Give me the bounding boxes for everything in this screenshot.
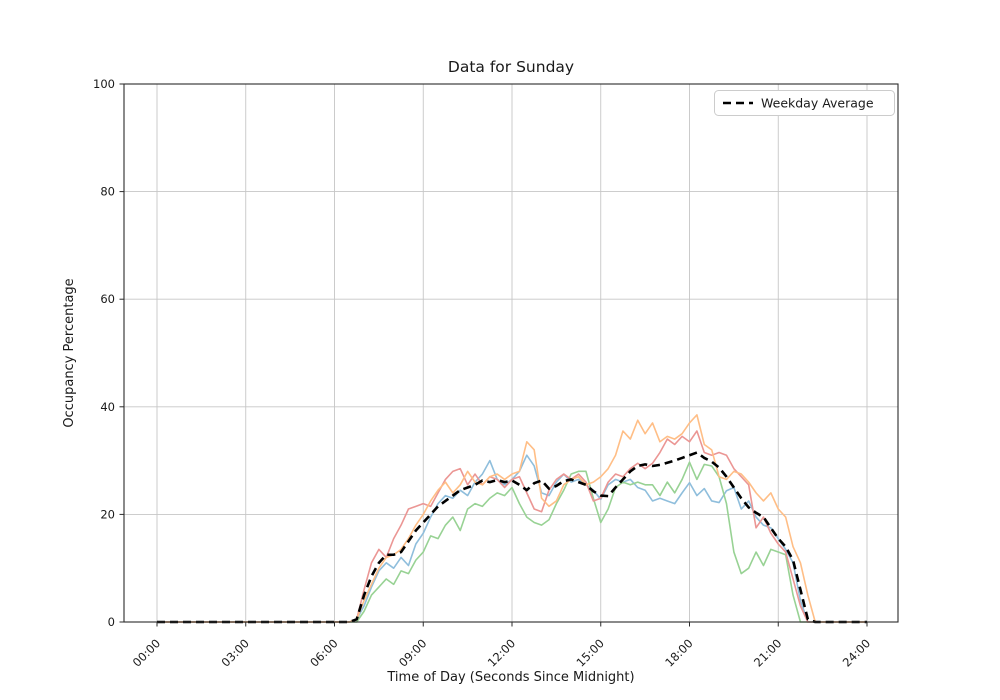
y-tick-label: 80 bbox=[100, 185, 115, 199]
x-tick-label: 00:00 bbox=[130, 636, 163, 669]
legend: Weekday Average bbox=[714, 90, 895, 116]
x-tick-label: 12:00 bbox=[485, 636, 518, 669]
x-tick-label: 15:00 bbox=[574, 636, 607, 669]
plot-border bbox=[123, 83, 899, 623]
y-axis-label: Occupancy Percentage bbox=[62, 278, 77, 427]
y-tick-label: 60 bbox=[100, 292, 115, 306]
legend-box bbox=[714, 90, 895, 116]
chart-title: Data for Sunday bbox=[448, 58, 574, 76]
x-tick-label: 09:00 bbox=[396, 636, 429, 669]
x-tick-label: 21:00 bbox=[751, 636, 784, 669]
x-tick-label: 18:00 bbox=[662, 636, 695, 669]
x-tick-label: 03:00 bbox=[219, 636, 252, 669]
x-axis-label: Time of Day (Seconds Since Midnight) bbox=[386, 670, 634, 685]
x-tick-label: 06:00 bbox=[307, 636, 340, 669]
y-tick-label: 0 bbox=[108, 615, 115, 629]
axes-spines bbox=[123, 83, 899, 623]
grid-layer bbox=[124, 83, 898, 623]
legend-entry-label: Weekday Average bbox=[761, 96, 874, 111]
y-tick-label: 40 bbox=[100, 400, 115, 414]
tick-layer: 00:00 03:00 06:00 09:00 12:00 15:00 18:00 21:00… bbox=[93, 77, 873, 670]
y-tick-label: 100 bbox=[93, 77, 115, 91]
y-tick-label: 20 bbox=[100, 507, 115, 521]
x-tick-label: 24:00 bbox=[840, 636, 873, 669]
